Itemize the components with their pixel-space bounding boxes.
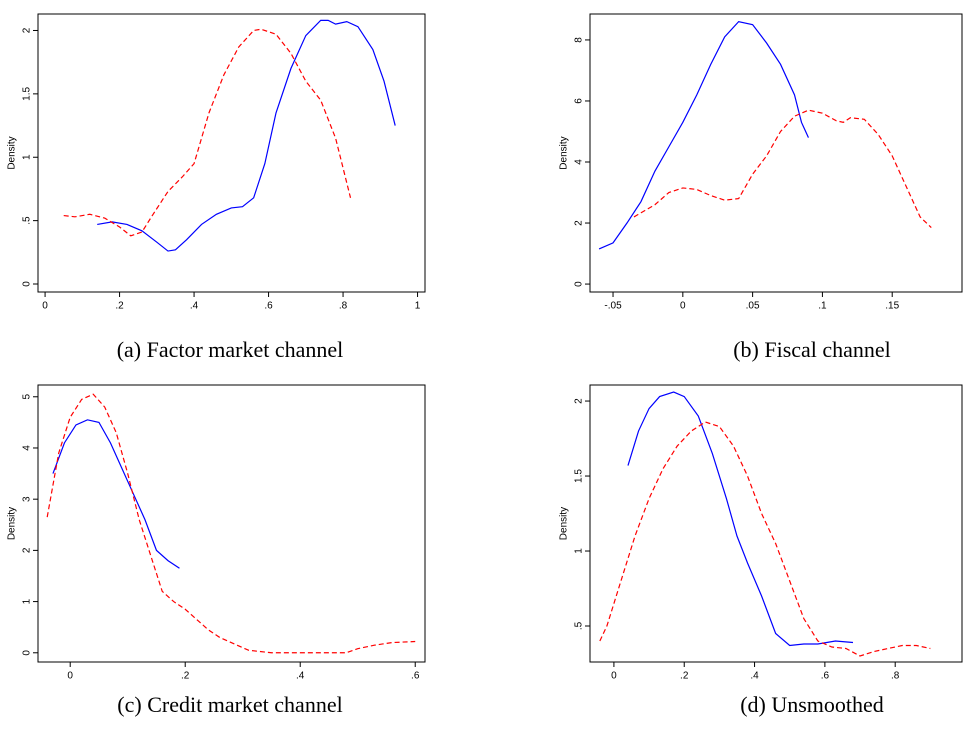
density-line bbox=[46, 393, 416, 654]
x-tick-label: .2 bbox=[115, 301, 124, 312]
x-tick-label: .2 bbox=[181, 671, 190, 682]
y-tick-label: 2 bbox=[574, 220, 585, 226]
y-tick-label: 1.5 bbox=[22, 86, 33, 100]
x-tick-label: -.05 bbox=[604, 301, 622, 312]
y-tick-label: 1 bbox=[574, 548, 585, 554]
plot-frame bbox=[589, 13, 963, 293]
y-tick-label: 6 bbox=[574, 98, 585, 104]
density-line bbox=[52, 419, 180, 569]
x-tick-label: 0 bbox=[611, 671, 617, 682]
x-tick-label: 0 bbox=[67, 671, 73, 682]
caption: (b) Fiscal channel bbox=[733, 337, 891, 362]
x-tick-label: .8 bbox=[891, 671, 900, 682]
y-tick-label: 2 bbox=[22, 547, 33, 553]
y-tick-label: 4 bbox=[574, 159, 585, 165]
x-tick-label: .4 bbox=[296, 671, 305, 682]
x-tick-label: .15 bbox=[885, 301, 899, 312]
y-tick-label: 2 bbox=[22, 27, 33, 33]
y-axis-label: Density bbox=[559, 507, 570, 540]
x-tick-label: 0 bbox=[42, 301, 48, 312]
y-tick-label: 3 bbox=[22, 496, 33, 502]
y-axis-label: Density bbox=[559, 136, 570, 169]
caption: (c) Credit market channel bbox=[117, 692, 342, 717]
y-tick-label: 2 bbox=[574, 398, 585, 404]
density-line bbox=[627, 391, 854, 647]
density-line bbox=[633, 109, 932, 229]
y-tick-label: .5 bbox=[22, 216, 33, 225]
x-tick-label: .2 bbox=[680, 671, 689, 682]
density-line bbox=[63, 28, 352, 237]
y-tick-label: .5 bbox=[574, 621, 585, 630]
y-tick-label: 1 bbox=[22, 598, 33, 604]
x-tick-label: 1 bbox=[415, 301, 421, 312]
y-tick-label: 0 bbox=[574, 281, 585, 287]
y-tick-label: 5 bbox=[22, 394, 33, 400]
x-tick-label: .4 bbox=[750, 671, 759, 682]
x-tick-label: .1 bbox=[818, 301, 827, 312]
x-tick-label: .8 bbox=[339, 301, 348, 312]
y-axis-label: Density bbox=[7, 507, 18, 540]
caption: (d) Unsmoothed bbox=[740, 692, 884, 717]
y-tick-label: 1 bbox=[22, 154, 33, 160]
y-tick-label: 1.5 bbox=[574, 469, 585, 483]
density-line bbox=[97, 19, 396, 252]
y-tick-label: 8 bbox=[574, 37, 585, 43]
plot-frame bbox=[589, 384, 963, 663]
x-tick-label: .4 bbox=[190, 301, 199, 312]
y-tick-label: 0 bbox=[22, 281, 33, 287]
x-tick-label: .6 bbox=[264, 301, 273, 312]
x-tick-label: .6 bbox=[821, 671, 830, 682]
caption: (a) Factor market channel bbox=[117, 337, 344, 362]
x-tick-label: .6 bbox=[411, 671, 420, 682]
y-tick-label: 0 bbox=[22, 650, 33, 656]
plot-frame bbox=[37, 384, 426, 663]
y-tick-label: 4 bbox=[22, 445, 33, 451]
density-line bbox=[599, 421, 931, 657]
plot-frame bbox=[37, 13, 426, 293]
x-tick-label: .05 bbox=[746, 301, 760, 312]
y-axis-label: Density bbox=[7, 136, 18, 169]
x-tick-label: 0 bbox=[680, 301, 686, 312]
density-line bbox=[598, 20, 809, 250]
